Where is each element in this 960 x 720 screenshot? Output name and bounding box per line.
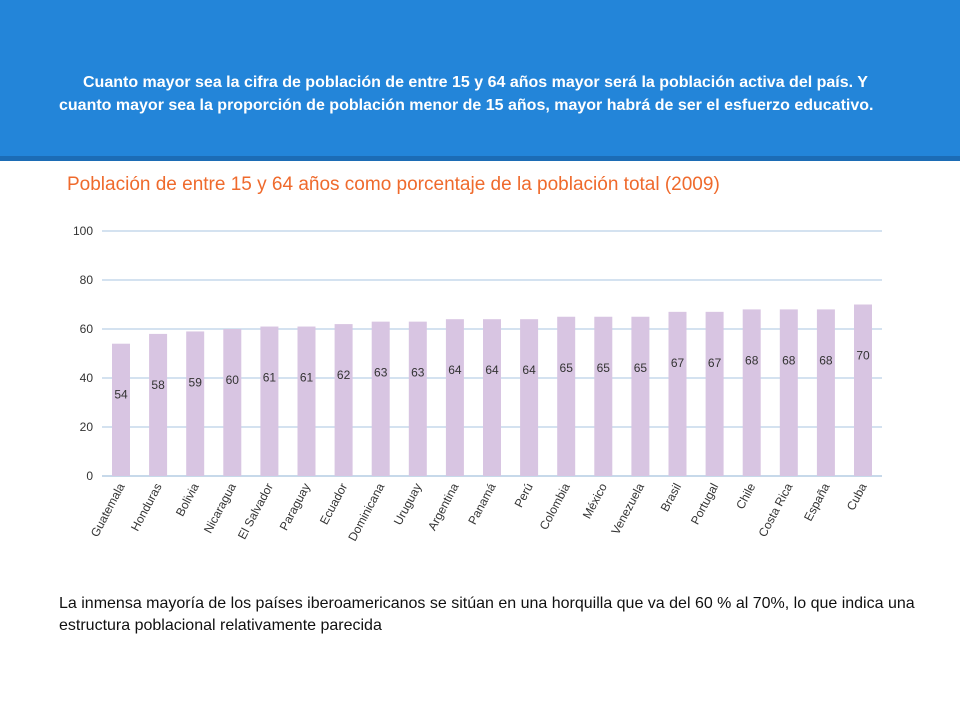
bar [816, 309, 835, 476]
x-tick-label: Paraguay [277, 481, 313, 533]
x-tick-label: Costa Rica [756, 481, 796, 540]
data-label: 67 [708, 356, 722, 370]
bar [223, 329, 242, 476]
data-label: 65 [560, 361, 574, 375]
bar [149, 333, 168, 476]
bar [705, 311, 724, 476]
bar [520, 319, 539, 476]
y-tick-label: 60 [80, 322, 94, 336]
y-tick-label: 20 [80, 420, 94, 434]
data-label: 65 [634, 361, 648, 375]
x-tick-label: México [580, 481, 610, 521]
y-tick-label: 40 [80, 371, 94, 385]
x-tick-label: Uruguay [391, 481, 425, 528]
bar-chart: 0 20 40 60 80 100 54 Guatemala 58 Honduras 59 Boliv… [73, 224, 882, 544]
bar [668, 311, 687, 476]
x-tick-label: Argentina [425, 481, 462, 533]
x-tick-label: Bolivia [173, 481, 202, 519]
data-label: 65 [597, 361, 611, 375]
bar [371, 321, 390, 476]
x-tick-label: El Salvador [235, 481, 276, 542]
header-divider [0, 156, 960, 161]
x-tick-label: Panamá [465, 481, 498, 527]
bar [186, 331, 205, 476]
x-tick-label: Chile [733, 481, 758, 512]
bar [557, 316, 576, 476]
chart-title: Población de entre 15 y 64 años como por… [67, 174, 720, 195]
data-label: 62 [337, 368, 351, 382]
x-tick-label: Cuba [844, 481, 870, 513]
x-tick-label: Brasil [658, 481, 684, 514]
data-label: 58 [151, 378, 165, 392]
bar [334, 324, 353, 476]
data-label: 64 [522, 363, 536, 377]
x-tick-label: Guatemala [88, 481, 128, 540]
bar [631, 316, 650, 476]
x-tick-label: Portugal [688, 481, 721, 527]
y-tick-label: 80 [80, 273, 94, 287]
data-label: 67 [671, 356, 685, 370]
data-label: 61 [300, 371, 314, 385]
data-label: 68 [745, 353, 759, 367]
data-label: 63 [411, 366, 425, 380]
x-tick-label: Colombia [537, 481, 573, 533]
x-tick-label: Perú [511, 481, 535, 510]
x-tick-label: Venezuela [608, 481, 647, 537]
data-label: 68 [819, 353, 833, 367]
bar [112, 343, 130, 476]
x-tick-label: Nicaragua [201, 481, 239, 536]
data-label: 60 [226, 373, 240, 387]
y-tick-label: 0 [86, 469, 93, 483]
header-text: Cuanto mayor sea la cifra de población d… [59, 74, 874, 114]
data-label: 64 [448, 363, 462, 377]
footnote-text: La inmensa mayoría de los países iberoam… [59, 595, 915, 634]
data-label: 63 [374, 366, 388, 380]
x-tick-label: Dominicana [345, 481, 387, 544]
bar [854, 304, 872, 476]
x-tick-label: España [801, 481, 833, 524]
x-tick-label: Honduras [128, 481, 165, 534]
bar [483, 319, 501, 476]
data-label: 61 [263, 371, 277, 385]
data-label: 64 [485, 363, 499, 377]
bar [260, 326, 279, 476]
x-tick-label: Ecuador [317, 481, 350, 527]
data-label: 59 [189, 375, 203, 389]
bar [742, 309, 761, 476]
data-label: 70 [856, 349, 870, 363]
data-label: 54 [114, 388, 128, 402]
bar [445, 319, 464, 476]
y-tick-label: 100 [73, 224, 93, 238]
bar [408, 321, 427, 476]
bar [297, 326, 316, 476]
bar [594, 316, 613, 476]
data-label: 68 [782, 353, 796, 367]
bar [779, 309, 798, 476]
header-banner: Cuanto mayor sea la cifra de población d… [0, 0, 960, 156]
